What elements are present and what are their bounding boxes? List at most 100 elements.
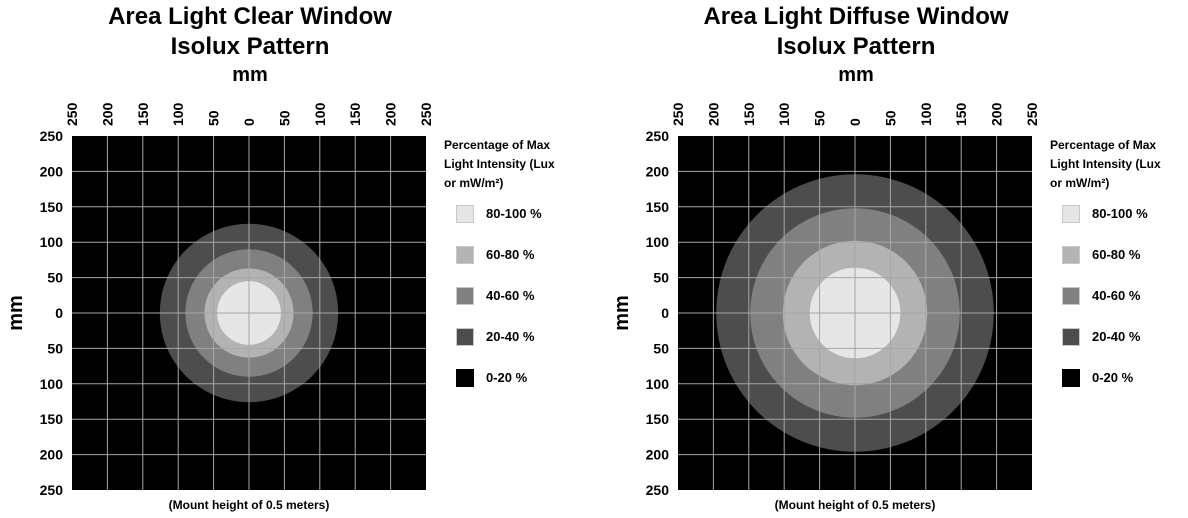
x-tick-label: 250 [1024, 102, 1040, 126]
y-tick-label: 150 [40, 411, 64, 427]
x-tick-label: 50 [882, 110, 898, 126]
legend-item: 20-40 % [444, 328, 584, 349]
legend-title-line: or mW/m²) [444, 176, 504, 190]
x-tick-label: 0 [847, 118, 863, 126]
chart-subtitle: Isolux Pattern [170, 33, 330, 60]
legend-title: Percentage of Max Light Intensity (Lux o… [1050, 136, 1188, 193]
legend-label: 60-80 % [1092, 247, 1141, 262]
y-tick-label: 200 [646, 163, 670, 179]
y-tick-label: 100 [646, 234, 670, 250]
legend-swatch [456, 205, 474, 223]
y-tick-label: 200 [40, 163, 64, 179]
legend-label: 40-60 % [486, 288, 535, 303]
x-tick-label: 250 [670, 102, 686, 126]
y-tick-label: 200 [40, 447, 64, 463]
chart-panel-diffuse-window: Area Light Diffuse Window Isolux Pattern… [606, 0, 1188, 518]
x-tick-label: 100 [776, 102, 792, 126]
legend-swatch [1062, 369, 1080, 387]
y-tick-label: 0 [55, 305, 63, 321]
legend-label: 40-60 % [1092, 288, 1141, 303]
legend-swatch [456, 287, 474, 305]
chart-subtitle: Isolux Pattern [776, 33, 936, 60]
isolux-plot-svg: 250 200 150 100 50 0 50 100 150 200 25025020015010… [646, 102, 1040, 498]
x-tick-label: 250 [64, 102, 80, 126]
chart-panel-clear-window: Area Light Clear Window Isolux Pattern m… [5, 3, 584, 513]
legend-item: 80-100 % [444, 205, 584, 226]
x-tick-label: 50 [276, 110, 292, 126]
y-tick-label: 150 [646, 199, 670, 215]
x-tick-label: 100 [918, 102, 934, 126]
legend-title-line: Light Intensity (Lux [1050, 157, 1161, 171]
x-tick-label: 150 [953, 102, 969, 126]
y-tick-label: 250 [40, 128, 64, 144]
legend-label: 20-40 % [1092, 329, 1141, 344]
x-tick-label: 150 [135, 102, 151, 126]
legend-label: 80-100 % [1092, 206, 1148, 221]
legend-label: 0-20 % [1092, 370, 1134, 385]
legend-item: 60-80 % [1050, 246, 1188, 267]
legend-label: 80-100 % [486, 206, 542, 221]
legend-swatch [1062, 246, 1080, 264]
legend-swatch [1062, 328, 1080, 346]
x-tick-label: 250 [418, 102, 434, 126]
x-tick-label: 50 [206, 110, 222, 126]
legend-title-line: or mW/m²) [1050, 176, 1110, 190]
legend-swatch [456, 328, 474, 346]
legend-item: 20-40 % [1050, 328, 1188, 349]
y-tick-label: 200 [646, 447, 670, 463]
y-tick-label: 50 [653, 270, 669, 286]
legend-swatch [456, 369, 474, 387]
y-tick-label: 250 [40, 482, 64, 498]
isolux-plot: 250 200 150 100 50 0 50 100 150 200 250 250 200 150 10… [40, 102, 434, 498]
legend-item: 60-80 % [444, 246, 584, 267]
y-tick-label: 250 [646, 482, 670, 498]
chart-title: Area Light Diffuse Window [703, 3, 1009, 30]
isolux-plot-svg: 250 200 150 100 50 0 50 100 150 200 25025020015010… [40, 102, 434, 498]
legend-items: 80-100 % 60-80 % 40-60 % 20-40 % 0-20 % [1050, 205, 1188, 390]
y-tick-label: 250 [646, 128, 670, 144]
legend-item: 40-60 % [444, 287, 584, 308]
x-tick-label: 200 [99, 102, 115, 126]
legend-swatch [456, 246, 474, 264]
legend-item: 40-60 % [1050, 287, 1188, 308]
y-axis-label: mm [5, 295, 27, 331]
legend-items: 80-100 % 60-80 % 40-60 % 20-40 % 0-20 % [444, 205, 584, 390]
x-tick-label: 150 [347, 102, 363, 126]
x-tick-label: 0 [241, 118, 257, 126]
y-axis-label: mm [611, 295, 633, 331]
y-tick-label: 150 [40, 199, 64, 215]
y-tick-label: 50 [47, 270, 63, 286]
legend: Percentage of Max Light Intensity (Lux o… [1050, 136, 1188, 410]
x-tick-label: 200 [705, 102, 721, 126]
legend: Percentage of Max Light Intensity (Lux o… [444, 136, 584, 410]
chart-title: Area Light Clear Window [108, 3, 392, 30]
y-tick-label: 50 [47, 340, 63, 356]
x-tick-label: 100 [312, 102, 328, 126]
legend-swatch [1062, 205, 1080, 223]
x-tick-label: 50 [812, 110, 828, 126]
x-tick-label: 100 [170, 102, 186, 126]
legend-title-line: Percentage of Max [1050, 138, 1157, 152]
legend-label: 0-20 % [486, 370, 528, 385]
legend-label: 60-80 % [486, 247, 535, 262]
legend-title: Percentage of Max Light Intensity (Lux o… [444, 136, 584, 193]
x-axis-label: mm [232, 64, 268, 86]
x-tick-label: 150 [741, 102, 757, 126]
mount-height-note: (Mount height of 0.5 meters) [168, 498, 330, 512]
legend-item: 0-20 % [1050, 369, 1188, 390]
legend-title-line: Light Intensity (Lux [444, 157, 555, 171]
x-axis-label: mm [838, 64, 874, 86]
legend-label: 20-40 % [486, 329, 535, 344]
legend-title-line: Percentage of Max [444, 138, 551, 152]
y-tick-label: 0 [661, 305, 669, 321]
legend-swatch [1062, 287, 1080, 305]
y-tick-label: 100 [646, 376, 670, 392]
legend-item: 80-100 % [1050, 205, 1188, 226]
y-tick-label: 100 [40, 234, 64, 250]
y-tick-label: 100 [40, 376, 64, 392]
x-tick-label: 200 [383, 102, 399, 126]
y-tick-label: 50 [653, 340, 669, 356]
mount-height-note: (Mount height of 0.5 meters) [774, 498, 936, 512]
legend-item: 0-20 % [444, 369, 584, 390]
x-tick-label: 200 [989, 102, 1005, 126]
